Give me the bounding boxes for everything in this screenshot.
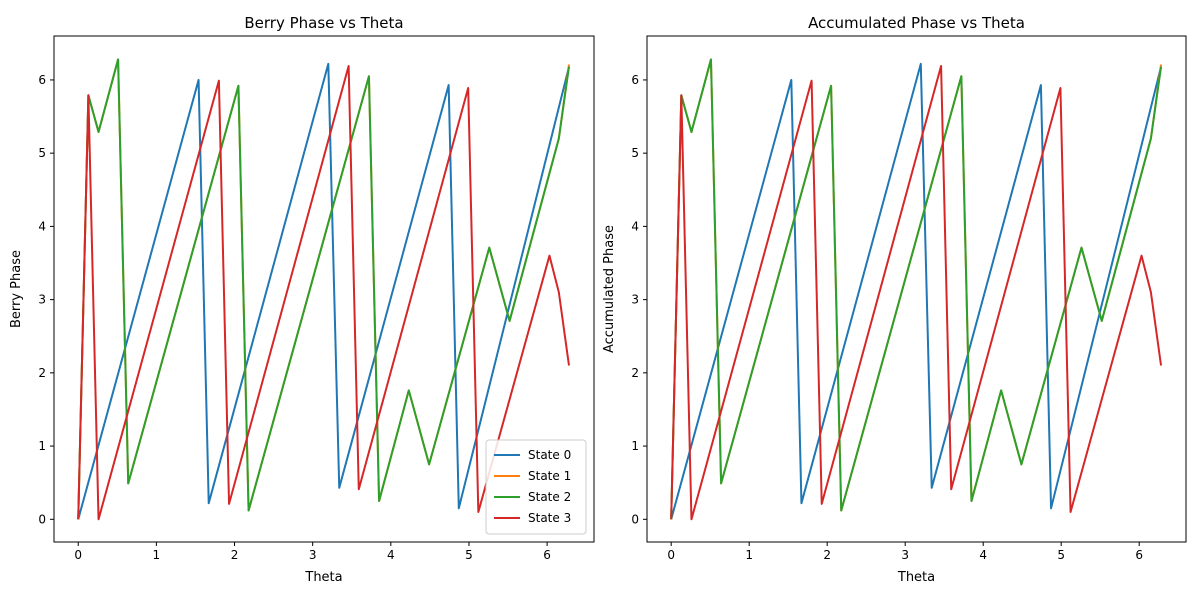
- y-tick-label: 4: [631, 219, 639, 233]
- axes-frame: [646, 35, 1187, 543]
- x-tick-label: 2: [231, 548, 239, 562]
- chart-panel-1: 0 1 2 3 4 5 6 0 1 2 3 4 5 6 Accumulated Phase vs Theta…: [602, 14, 1187, 585]
- x-tick-label: 4: [387, 548, 395, 562]
- legend-label-0: State 0: [528, 448, 571, 462]
- x-tick-label: 5: [465, 548, 473, 562]
- chart-panel-0: 0 1 2 3 4 5 6 0 1 2 3 4 5 6 Berry Phase vs Theta Theta B…: [9, 14, 595, 585]
- y-tick-label: 1: [631, 439, 639, 453]
- x-tick-label: 0: [74, 548, 82, 562]
- y-axis-label: Berry Phase: [9, 250, 24, 328]
- y-tick-label: 2: [631, 366, 639, 380]
- y-tick-label: 6: [631, 73, 639, 87]
- chart-title: Berry Phase vs Theta: [244, 14, 403, 32]
- y-tick-label: 4: [38, 219, 46, 233]
- legend: State 0 State 1 State 2 State 3: [485, 439, 587, 535]
- y-tick-label: 0: [631, 512, 639, 526]
- x-tick-label: 0: [667, 548, 675, 562]
- x-tick-label: 1: [745, 548, 753, 562]
- x-axis-label: Theta: [304, 570, 342, 585]
- y-tick-label: 1: [38, 439, 46, 453]
- chart-title: Accumulated Phase vs Theta: [808, 14, 1025, 32]
- legend-label-3: State 3: [528, 511, 571, 525]
- legend-frame: [485, 439, 587, 535]
- series-line-2: [77, 58, 570, 520]
- y-tick-label: 6: [38, 73, 46, 87]
- x-axis-label: Theta: [897, 570, 935, 585]
- y-tick-label: 5: [631, 146, 639, 160]
- x-tick-label: 1: [153, 548, 161, 562]
- x-tick-label: 5: [1057, 548, 1065, 562]
- axes-frame: [53, 35, 595, 543]
- x-tick-label: 4: [979, 548, 987, 562]
- y-tick-label: 3: [631, 293, 639, 307]
- x-tick-label: 3: [309, 548, 317, 562]
- x-tick-label: 6: [543, 548, 551, 562]
- legend-label-2: State 2: [528, 490, 571, 504]
- y-tick-label: 5: [38, 146, 46, 160]
- x-tick-label: 2: [823, 548, 831, 562]
- y-tick-label: 2: [38, 366, 46, 380]
- series-line-2: [670, 58, 1163, 520]
- series-line-3: [77, 65, 570, 521]
- y-tick-label: 3: [38, 293, 46, 307]
- y-axis-label: Accumulated Phase: [602, 225, 617, 353]
- x-tick-label: 6: [1135, 548, 1143, 562]
- y-tick-label: 0: [38, 512, 46, 526]
- legend-label-1: State 1: [528, 469, 571, 483]
- x-tick-label: 3: [901, 548, 909, 562]
- series-line-3: [670, 65, 1163, 521]
